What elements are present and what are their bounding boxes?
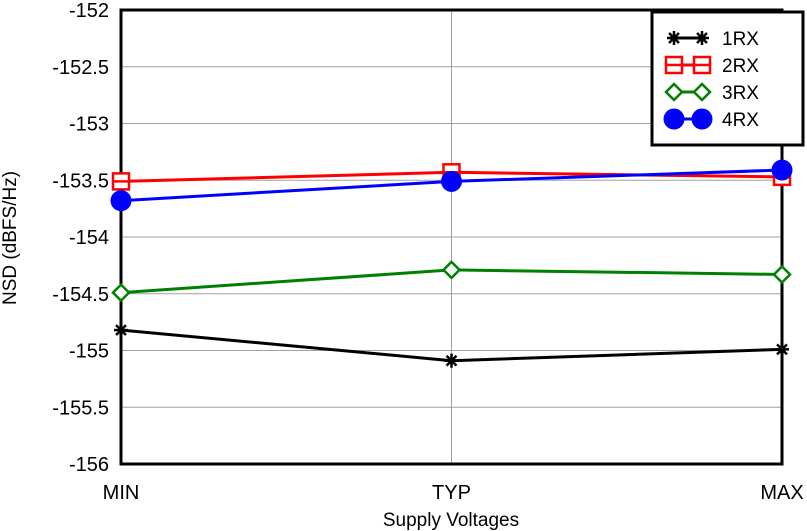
data-point-2rx-min [111, 172, 131, 191]
series-1rx [114, 323, 789, 368]
legend-marker-4rx-a [663, 108, 685, 130]
legend-marker-4rx-b [691, 108, 713, 130]
legend-item-3rx: 3RX [664, 82, 759, 104]
legend: 1RX 2RX 3RX 4RX [650, 10, 805, 147]
y-axis-ticks: -152 -152.5 -153 -153.5 -154 -154.5 -155 -155.5… [52, 0, 109, 476]
x-tick-label-min: MIN [103, 482, 140, 504]
legend-marker-2rx-b [692, 55, 712, 75]
data-point-4rx-max [771, 159, 793, 181]
legend-item-4rx: 4RX [663, 108, 759, 131]
data-point-1rx-typ [444, 353, 459, 368]
legend-item-2rx: 2RX [664, 55, 759, 77]
legend-marker-3rx-a [664, 82, 684, 102]
y-axis-title: NSD (dBFS/Hz) [0, 171, 21, 305]
legend-item-1rx: 1RX [667, 29, 759, 50]
legend-label-3rx: 3RX [722, 83, 759, 104]
data-point-4rx-min [110, 190, 132, 212]
x-tick-label-max: MAX [760, 482, 803, 504]
legend-marker-1rx-b [695, 31, 709, 45]
series-3rx [111, 260, 792, 303]
y-tick-label-6: -155 [69, 341, 109, 363]
legend-label-2rx: 2RX [722, 56, 759, 77]
legend-marker-1rx-a [667, 31, 681, 45]
legend-marker-2rx-a [664, 55, 684, 75]
data-point-1rx-max [775, 342, 789, 357]
x-axis-title: Supply Voltages [383, 510, 519, 531]
data-point-3rx-max [772, 264, 792, 285]
data-point-4rx-typ [441, 170, 462, 192]
y-tick-label-5: -154.5 [52, 284, 109, 306]
y-tick-label-8: -156 [69, 454, 109, 476]
x-tick-label-typ: TYP [432, 482, 471, 504]
y-tick-label-1: -152.5 [52, 57, 109, 79]
x-axis-ticks: MIN TYP MAX [103, 482, 804, 504]
y-tick-label-3: -153.5 [52, 170, 109, 192]
plot-area-frame [119, 8, 784, 466]
legend-marker-3rx-b [692, 82, 712, 102]
data-point-3rx-min [111, 282, 131, 303]
data-point-1rx-min [114, 323, 128, 338]
series-4rx [110, 159, 793, 212]
series-group [110, 159, 793, 368]
y-tick-label-0: -152 [69, 0, 109, 22]
legend-label-1rx: 1RX [722, 29, 759, 50]
y-tick-label-7: -155.5 [52, 397, 109, 419]
y-tick-label-4: -154 [69, 227, 109, 249]
y-tick-label-2: -153 [69, 114, 109, 136]
data-point-3rx-typ [441, 260, 462, 280]
legend-label-4rx: 4RX [722, 110, 759, 131]
